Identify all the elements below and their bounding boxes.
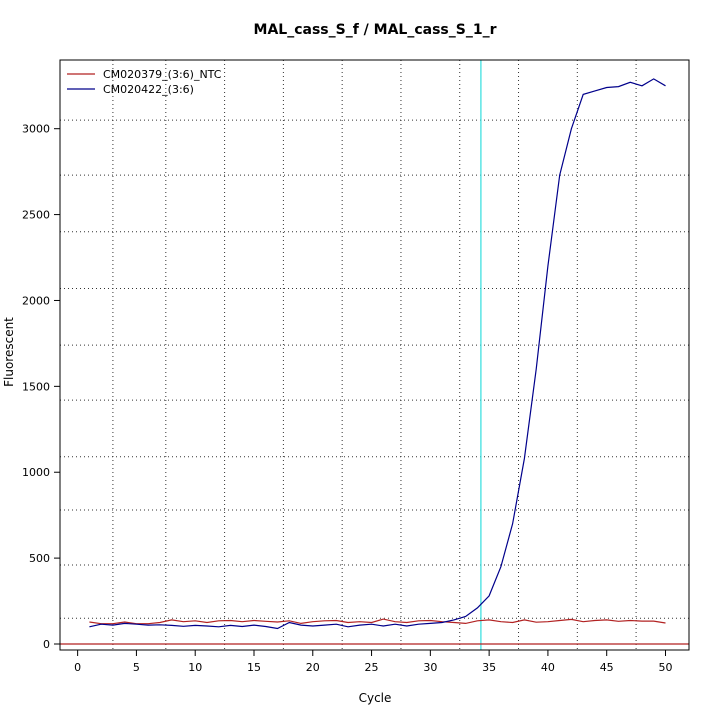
grid-layer [60,60,689,650]
legend-label: CM020422_(3:6) [103,83,194,96]
y-tick-label: 1500 [22,380,50,393]
legend: CM020379_(3:6)_NTC CM020422_(3:6) [67,68,222,96]
axes-layer: 0 5 10 15 20 25 30 35 40 45 5005001000150020002500… [22,123,672,674]
y-tick-label: 2000 [22,294,50,307]
threshold-layer [60,60,689,650]
x-tick-label: 25 [365,661,379,674]
x-tick-label: 15 [247,661,261,674]
series-line-1 [89,618,666,625]
x-tick-label: 20 [306,661,320,674]
x-tick-label: 5 [133,661,140,674]
y-tick-label: 0 [43,638,50,651]
x-axis-label: Cycle [359,691,392,705]
x-tick-label: 50 [658,661,672,674]
x-tick-label: 45 [600,661,614,674]
series-layer [89,78,666,630]
x-tick-label: 10 [188,661,202,674]
y-tick-label: 1000 [22,466,50,479]
x-tick-label: 35 [482,661,496,674]
x-tick-label: 40 [541,661,555,674]
y-axis-label: Fluorescent [2,317,16,387]
y-tick-label: 3000 [22,123,50,136]
y-tick-label: 500 [29,552,50,565]
y-tick-label: 2500 [22,209,50,222]
x-tick-label: 0 [74,661,81,674]
x-tick-label: 30 [423,661,437,674]
chart-title: MAL_cass_S_f / MAL_cass_S_1_r [254,22,497,38]
series-line-2 [89,78,666,630]
legend-label: CM020379_(3:6)_NTC [103,68,222,81]
plot-frame [59,59,690,651]
